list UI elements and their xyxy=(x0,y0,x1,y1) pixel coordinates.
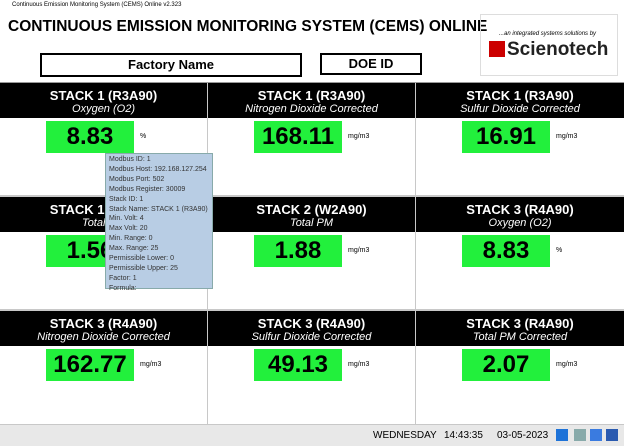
tile-header: STACK 1 (R3A90) Oxygen (O2) xyxy=(0,83,207,118)
unit: mg/m3 xyxy=(348,361,370,368)
tile: STACK 2 (W2A90) Total PM 1.88 mg/m3 xyxy=(208,197,415,309)
stack-name: STACK 1 (R3A90) xyxy=(466,88,574,103)
unit: mg/m3 xyxy=(140,361,162,368)
tooltip-line: Min. Volt: 4 xyxy=(109,215,144,223)
tagline: ...an integrated systems solutions by xyxy=(499,31,597,37)
doe-id: DOE ID xyxy=(320,53,422,75)
logo-icon xyxy=(489,41,505,57)
unit: % xyxy=(556,247,563,254)
parameter-name: Sulfur Dioxide Corrected xyxy=(460,103,580,115)
tile: STACK 1 (R3A90) Sulfur Dioxide Corrected 1… xyxy=(416,83,624,195)
tooltip-line: Min. Range: 0 xyxy=(109,235,153,243)
value-box: 162.77 xyxy=(46,349,134,381)
tile: STACK 3 (R4A90) Oxygen (O2) 8.83% xyxy=(416,197,624,309)
value-box: 8.83 xyxy=(46,121,134,153)
unit: mg/m3 xyxy=(556,361,578,368)
status-icon[interactable] xyxy=(606,429,618,441)
tile: STACK 3 (R4A90) Sulfur Dioxide Corrected 4… xyxy=(208,311,415,424)
parameter-name: Total PM Corrected xyxy=(472,331,568,343)
value-box: 49.13 xyxy=(254,349,342,381)
tile-header: STACK 3 (R4A90) Total PM Corrected xyxy=(416,311,624,346)
status-day: WEDNESDAY xyxy=(373,430,437,441)
tile-header: STACK 3 (R4A90) Nitrogen Dioxide Correcte… xyxy=(0,311,207,346)
factory-name: Factory Name xyxy=(40,53,302,77)
tooltip-line: Stack Name: STACK 1 (R3A90) xyxy=(109,205,208,213)
status-time: 14:43:35 xyxy=(444,430,483,441)
status-date: 03-05-2023 xyxy=(497,430,549,441)
stack-name: STACK 1 (R3A90) xyxy=(49,88,158,103)
value-box: 8.83 xyxy=(462,235,550,267)
status-icon[interactable] xyxy=(574,429,586,441)
tooltip-line: Permissible Lower: 0 xyxy=(109,255,174,263)
header: CONTINUOUS EMISSION MONITORING SYSTEM (C… xyxy=(0,10,624,83)
status-icon[interactable] xyxy=(590,429,602,441)
parameter-name: Nitrogen Dioxide Corrected xyxy=(245,103,378,115)
tile-header: STACK 3 (R4A90) Sulfur Dioxide Corrected xyxy=(208,311,415,346)
tooltip-line: Modbus ID: 1 xyxy=(109,156,151,163)
unit: mg/m3 xyxy=(348,247,370,254)
logo: ...an integrated systems solutions by Sc… xyxy=(480,14,618,76)
brand: Scienotech xyxy=(507,39,609,60)
tooltip-line: Modbus Host: 192.168.127.254 xyxy=(109,165,207,173)
tile-header: STACK 2 (W2A90) Total PM xyxy=(208,197,415,232)
stack-name: STACK 1 (R3A90) xyxy=(257,88,366,103)
tooltip-line: Stack ID: 1 xyxy=(109,195,144,203)
status-icon[interactable] xyxy=(556,429,568,441)
unit: % xyxy=(140,133,147,140)
unit: mg/m3 xyxy=(556,133,578,140)
tooltip-line: Max. Range: 25 xyxy=(109,245,159,253)
tooltip-line: Factor: 1 xyxy=(109,274,137,282)
status-bar: WEDNESDAY 14:43:35 03-05-2023 xyxy=(0,425,624,446)
tile: STACK 3 (R4A90) Total PM Corrected 2.07 mg/… xyxy=(416,311,624,424)
tile-header: STACK 1 (R3A90) Sulfur Dioxide Corrected xyxy=(416,83,624,118)
stack-name: STACK 3 (R4A90) xyxy=(466,316,574,331)
tooltip-line: Formula: xyxy=(109,284,137,292)
parameter-name: Total PM xyxy=(289,217,333,229)
stack-name: STACK 3 (R4A90) xyxy=(49,316,158,331)
stack-name: STACK 2 (W2A90) xyxy=(256,202,367,217)
value-box: 168.11 xyxy=(254,121,342,153)
parameter-name: Sulfur Dioxide Corrected xyxy=(251,331,372,343)
tooltip-line: Modbus Register: 30009 xyxy=(109,185,186,193)
tile-header: STACK 3 (R4A90) Oxygen (O2) xyxy=(416,197,624,232)
stack-name: STACK 3 (R4A90) xyxy=(466,202,574,217)
app-title: CONTINUOUS EMISSION MONITORING SYSTEM (C… xyxy=(8,18,488,35)
value-box: 1.88 xyxy=(254,235,342,267)
parameter-name: Oxygen (O2) xyxy=(72,103,135,115)
tile-header: STACK 1 (R3A90) Nitrogen Dioxide Correcte… xyxy=(208,83,415,118)
window-title: Continuous Emission Monitoring System (C… xyxy=(0,0,624,10)
tooltip-line: Max Volt: 20 xyxy=(109,225,148,233)
tooltip: Modbus ID: 1 Modbus Host: 192.168.127.254… xyxy=(105,153,213,292)
value-box: 2.07 xyxy=(462,349,550,381)
unit: mg/m3 xyxy=(348,133,370,140)
tooltip-line: Permissible Upper: 25 xyxy=(109,264,178,272)
parameter-name: Oxygen (O2) xyxy=(488,217,552,229)
value-box: 16.91 xyxy=(462,121,550,153)
tile: STACK 1 (R3A90) Nitrogen Dioxide Correcte… xyxy=(208,83,415,195)
stack-name: STACK 3 (R4A90) xyxy=(257,316,366,331)
tooltip-line: Modbus Port: 502 xyxy=(109,175,165,183)
tile: STACK 3 (R4A90) Nitrogen Dioxide Correcte… xyxy=(0,311,207,424)
parameter-name: Nitrogen Dioxide Corrected xyxy=(37,331,170,343)
tile: STACK 1 (R3A90) Oxygen (O2) 8.83% xyxy=(0,83,207,195)
